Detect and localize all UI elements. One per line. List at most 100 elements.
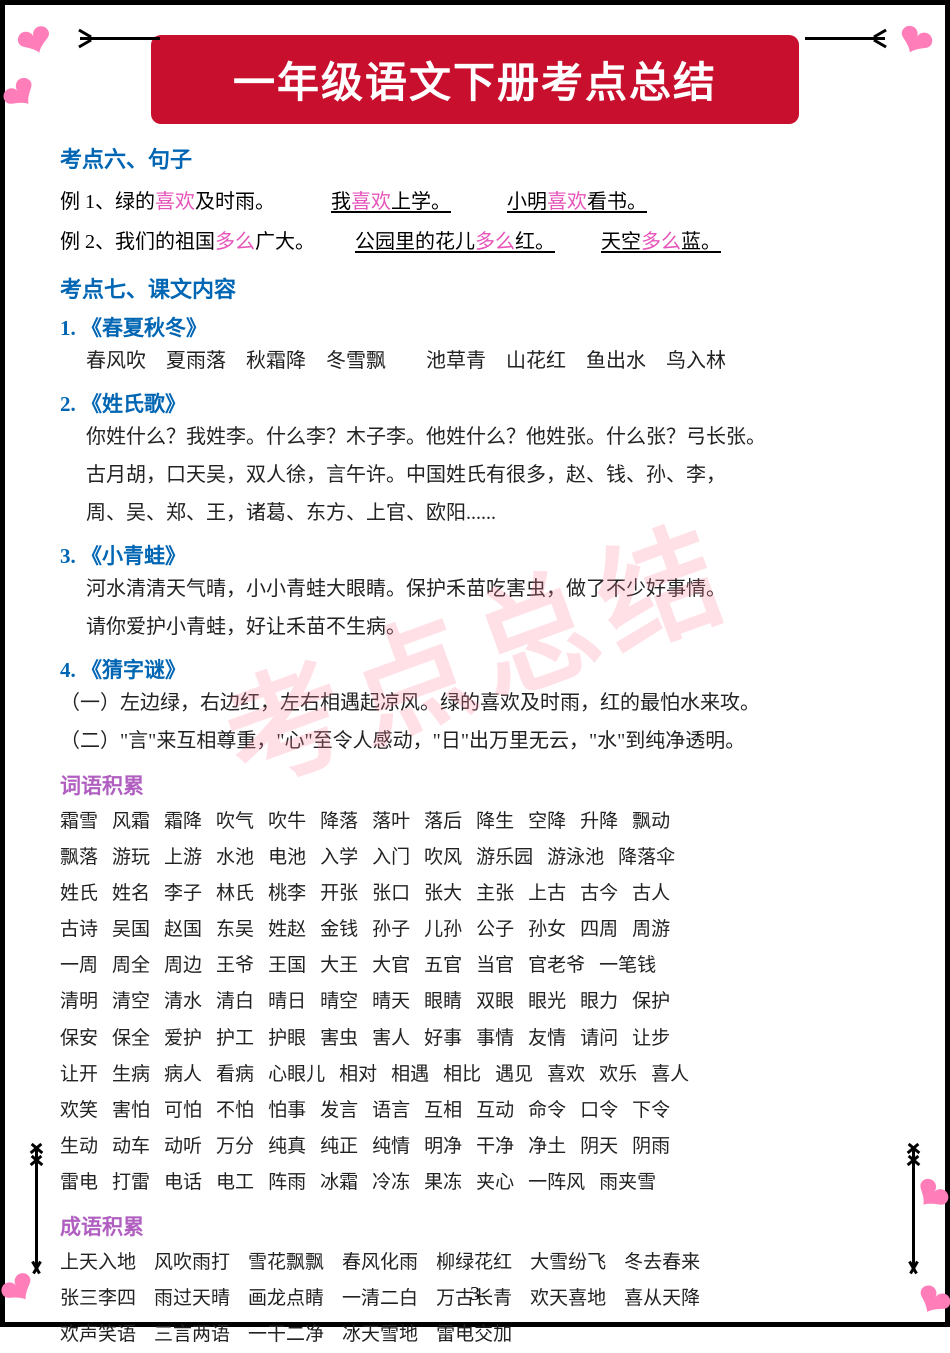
word-item: 夹心: [476, 1165, 514, 1201]
word-item: 生动: [60, 1129, 98, 1165]
word-item: 张大: [424, 876, 462, 912]
word-item: 事情: [476, 1021, 514, 1057]
word-item: 主张: [476, 876, 514, 912]
lesson-line: 请你爱护小青蛙，好让禾苗不生病。: [86, 608, 890, 646]
ciyu-words: 霜雪风霜霜降吹气吹牛降落落叶落后降生空降升降飘动飘落游玩上游水池电池入学入门吹风…: [60, 804, 890, 1201]
word-item: 儿孙: [424, 912, 462, 948]
idiom-item: 雨过天晴: [154, 1281, 230, 1317]
word-item: 友情: [528, 1021, 566, 1057]
arrow-decoration: [35, 1147, 38, 1267]
word-item: 清明: [60, 984, 98, 1020]
lesson-line: 河水清清天气晴，小小青蛙大眼睛。保护禾苗吃害虫，做了不少好事情。: [86, 570, 890, 608]
word-item: 保安: [60, 1021, 98, 1057]
word-item: 吴国: [112, 912, 150, 948]
section-head-7: 考点七、课文内容: [60, 272, 890, 304]
word-item: 金钱: [320, 912, 358, 948]
word-row: 清明清空清水清白晴日晴空晴天眼睛双眼眼光眼力保护: [60, 984, 890, 1020]
word-item: 姓名: [112, 876, 150, 912]
word-item: 可怕: [164, 1093, 202, 1129]
word-item: 冰霜: [320, 1165, 358, 1201]
idiom-item: 张三李四: [60, 1281, 136, 1317]
word-item: 入门: [372, 840, 410, 876]
word-item: 东吴: [216, 912, 254, 948]
ex1-underline2: 小明喜欢看书。: [507, 191, 647, 213]
idiom-item: 一干二净: [248, 1317, 324, 1353]
word-item: 喜欢: [547, 1057, 585, 1093]
word-item: 清水: [164, 984, 202, 1020]
arrow-decoration: [80, 37, 160, 40]
idiom-item: 雪花飘飘: [248, 1245, 324, 1281]
word-item: 公子: [476, 912, 514, 948]
word-item: 落后: [424, 804, 462, 840]
ex2-underline2: 天空多么蓝。: [601, 231, 721, 253]
word-item: 电池: [268, 840, 306, 876]
section7-items: 1. 《春夏秋冬》春风吹 夏雨落 秋霜降 冬雪飘 池草青 山花红 鱼出水 鸟入林…: [60, 312, 890, 760]
word-item: 晴空: [320, 984, 358, 1020]
word-item: 周边: [164, 948, 202, 984]
word-item: 语言: [372, 1093, 410, 1129]
word-item: 纯正: [320, 1129, 358, 1165]
word-item: 五官: [424, 948, 462, 984]
word-row: 雷电打雷电话电工阵雨冰霜冷冻果冻夹心一阵风雨夹雪: [60, 1165, 890, 1201]
idiom-item: 欢声笑语: [60, 1317, 136, 1353]
idiom-row: 上天入地风吹雨打雪花飘飘春风化雨柳绿花红大雪纷飞冬去春来: [60, 1245, 890, 1281]
word-item: 吹牛: [268, 804, 306, 840]
page-container: 考点总结 ❤ ❤ ❤ ❤ ❤ ❤ 一年级语文下册考点总结 考点六、句子 例 1、…: [0, 0, 950, 1327]
word-item: 林氏: [216, 876, 254, 912]
word-item: 干净: [476, 1129, 514, 1165]
word-item: 病人: [164, 1057, 202, 1093]
lesson-title: 2. 《姓氏歌》: [60, 388, 890, 418]
word-item: 孙女: [528, 912, 566, 948]
word-item: 电工: [216, 1165, 254, 1201]
heart-icon: ❤: [904, 1271, 950, 1334]
word-row: 古诗吴国赵国东吴姓赵金钱孙子儿孙公子孙女四周周游: [60, 912, 890, 948]
word-item: 霜雪: [60, 804, 98, 840]
word-item: 电话: [164, 1165, 202, 1201]
word-item: 姓赵: [268, 912, 306, 948]
word-item: 古人: [632, 876, 670, 912]
word-item: 下令: [632, 1093, 670, 1129]
word-item: 晴日: [268, 984, 306, 1020]
word-item: 游泳池: [547, 840, 604, 876]
idiom-item: 一清二白: [342, 1281, 418, 1317]
word-item: 阴雨: [632, 1129, 670, 1165]
word-item: 看病: [216, 1057, 254, 1093]
word-item: 入学: [320, 840, 358, 876]
word-item: 张口: [372, 876, 410, 912]
word-item: 降生: [476, 804, 514, 840]
title-banner: 一年级语文下册考点总结: [151, 35, 798, 124]
word-item: 护工: [216, 1021, 254, 1057]
word-item: 桃李: [268, 876, 306, 912]
word-item: 一周: [60, 948, 98, 984]
lesson-title: 4. 《猜字谜》: [60, 654, 890, 684]
word-item: 欢乐: [599, 1057, 637, 1093]
word-item: 一阵风: [528, 1165, 585, 1201]
word-row: 生动动车动听万分纯真纯正纯情明净干净净土阴天阴雨: [60, 1129, 890, 1165]
word-item: 生病: [112, 1057, 150, 1093]
heart-icon: ❤: [9, 12, 61, 73]
lesson-title: 3. 《小青蛙》: [60, 540, 890, 570]
word-row: 保安保全爱护护工护眼害虫害人好事事情友情请问让步: [60, 1021, 890, 1057]
word-item: 相对: [339, 1057, 377, 1093]
word-item: 喜人: [651, 1057, 689, 1093]
word-item: 欢笑: [60, 1093, 98, 1129]
lesson-line: （二）"言"来互相尊重，"心"至令人感动，"日"出万里无云，"水"到纯净透明。: [60, 722, 890, 760]
word-item: 好事: [424, 1021, 462, 1057]
word-item: 纯真: [268, 1129, 306, 1165]
ex1-prefix: 例 1、绿的: [60, 191, 155, 213]
word-item: 孙子: [372, 912, 410, 948]
word-item: 眼睛: [424, 984, 462, 1020]
ex2-mid1: 广大。: [255, 231, 315, 253]
ex1-hl1: 喜欢: [155, 191, 195, 213]
lesson-line: （一）左边绿，右边红，左右相遇起凉风。绿的喜欢及时雨，红的最怕水来攻。: [60, 684, 890, 722]
word-item: 赵国: [164, 912, 202, 948]
idiom-item: 大雪纷飞: [530, 1245, 606, 1281]
word-item: 水池: [216, 840, 254, 876]
word-item: 霜降: [164, 804, 202, 840]
word-item: 吹风: [424, 840, 462, 876]
section-head-6: 考点六、句子: [60, 142, 890, 174]
ex2-hl1: 多么: [215, 231, 255, 253]
word-item: 风霜: [112, 804, 150, 840]
word-row: 姓氏姓名李子林氏桃李开张张口张大主张上古古今古人: [60, 876, 890, 912]
idiom-row: 欢声笑语三言两语一干二净冰天雪地雷电交加: [60, 1317, 890, 1353]
